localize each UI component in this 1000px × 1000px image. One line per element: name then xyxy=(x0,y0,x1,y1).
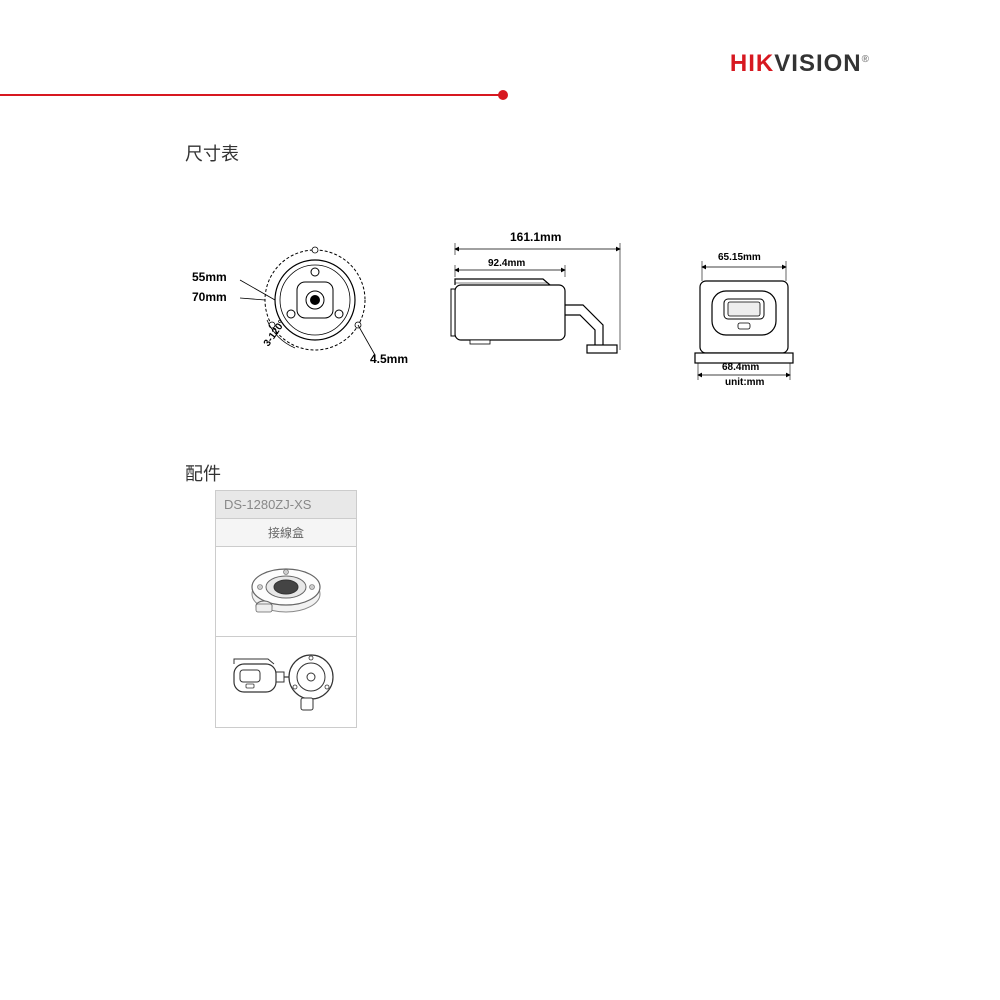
front-view xyxy=(240,247,375,355)
header-rule-line xyxy=(0,94,500,96)
brand-logo: HIKVISION® xyxy=(730,50,870,78)
dim-70mm: 70mm xyxy=(192,290,227,304)
accessory-image-bottom xyxy=(216,637,356,727)
side-view xyxy=(451,243,620,353)
header-rule-dot xyxy=(498,90,508,100)
brand-suffix: VISION xyxy=(774,50,861,77)
dim-55mm: 55mm xyxy=(192,270,227,284)
dim-161mm: 161.1mm xyxy=(510,230,561,244)
dim-68mm: 68.4mm xyxy=(722,362,759,373)
accessory-image-top xyxy=(216,547,356,637)
dimensions-diagram: 55mm 70mm 3-120° 4.5mm 161.1mm 92.4mm 65… xyxy=(200,210,840,390)
accessories-section-title: 配件 xyxy=(185,460,221,486)
accessory-name: 接線盒 xyxy=(216,519,356,547)
accessory-card: DS-1280ZJ-XS 接線盒 xyxy=(215,490,357,728)
unit-label: unit:mm xyxy=(725,377,764,388)
dim-92mm: 92.4mm xyxy=(488,258,525,269)
brand-registered: ® xyxy=(862,54,870,65)
dim-4-5mm: 4.5mm xyxy=(370,352,408,366)
brand-prefix: HIK xyxy=(730,50,774,77)
dim-65mm: 65.15mm xyxy=(718,252,761,263)
dimensions-section-title: 尺寸表 xyxy=(185,140,239,166)
accessory-model: DS-1280ZJ-XS xyxy=(216,491,356,519)
